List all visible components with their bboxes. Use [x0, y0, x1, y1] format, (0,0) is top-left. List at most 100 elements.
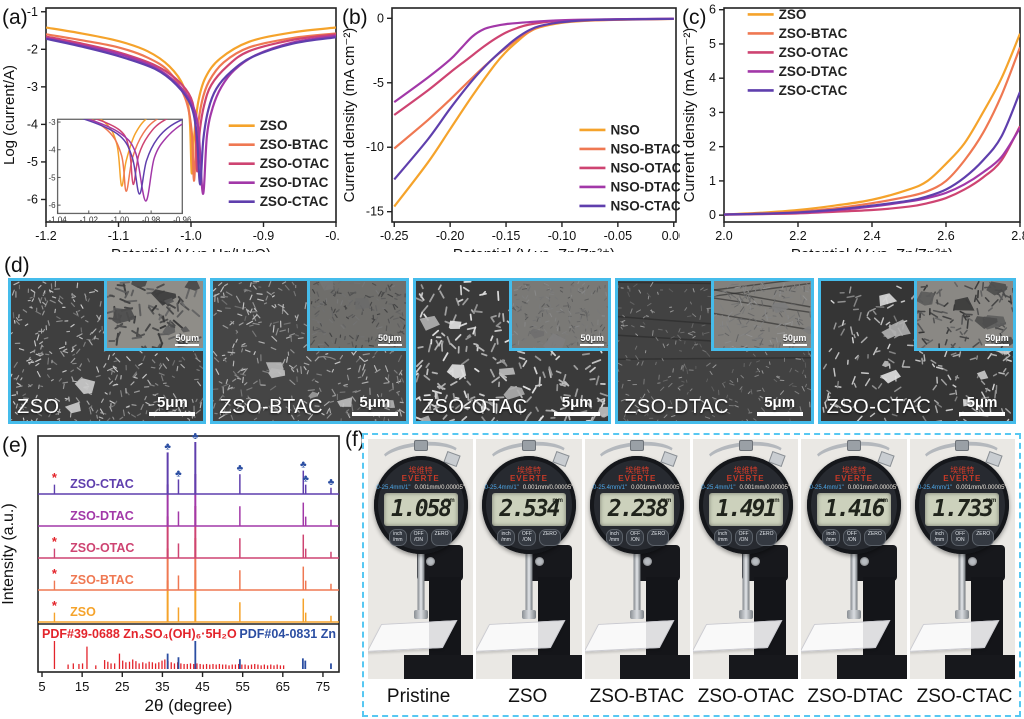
svg-text:ZSO-BTAC: ZSO-BTAC [260, 137, 329, 152]
panel-d-sem-section: (d) 50μm ZSO 5μm 50μm ZSO-BTAC 5μm 50μm … [0, 252, 1024, 428]
resolution-spec: 0.001mm/0.00005" [631, 484, 682, 491]
panel-e-xrd-chart: 5 15 25 35 45 55 65 75 2θ (degree) Intensity (a.u… [0, 431, 340, 715]
svg-text:(c): (c) [682, 6, 707, 29]
gauge-head: 埃维特 EVERTE 0-25.4mm/1" 0.001mm/0.00005" 2… [481, 456, 576, 554]
svg-text:(a): (a) [2, 6, 28, 29]
reading-unit: mm [552, 497, 563, 504]
gauge-button: inch /mm [822, 528, 840, 547]
svg-text:2θ (degree): 2θ (degree) [145, 696, 233, 715]
sem-inset-texture [916, 281, 1014, 349]
svg-text:-0.05: -0.05 [604, 229, 633, 243]
sample-label: Pristine [386, 686, 451, 707]
svg-text:2.8: 2.8 [1011, 229, 1024, 243]
resolution-spec: 0.001mm/0.00005" [956, 484, 1007, 491]
svg-text:♣: ♣ [300, 460, 307, 471]
svg-text:3: 3 [709, 105, 716, 119]
brand-chinese: 埃维特 [408, 466, 433, 475]
gauge-spindle [958, 554, 966, 612]
gauge-button: OFF /ON [734, 528, 753, 547]
gauge-button: OFF /ON [842, 528, 861, 547]
range-spec: 0-25.4mm/1" [592, 484, 628, 491]
svg-text:2: 2 [709, 140, 716, 154]
sem-inset-scalebar: 50μm [580, 333, 605, 347]
gauge-head: 埃维特 EVERTE 0-25.4mm/1" 0.001mm/0.00005" 2… [590, 456, 685, 554]
svg-text:-0.96: -0.96 [173, 215, 192, 224]
gauge-buttons: inch /mm OFF /ON ZERO [930, 528, 995, 547]
gauge-button: ZERO [755, 528, 778, 547]
svg-text:-2: -2 [27, 42, 38, 56]
gauge-spindle [417, 554, 425, 612]
svg-text:Potential (V vs Hg/HgO): Potential (V vs Hg/HgO) [111, 246, 271, 252]
svg-text:PDF#39-0688 Zn₄SO₄(OH)₆·5H₂O: PDF#39-0688 Zn₄SO₄(OH)₆·5H₂O [42, 627, 237, 641]
svg-text:ZSO-OTAC: ZSO-OTAC [779, 45, 849, 60]
gauge-buttons: inch /mm OFF /ON ZERO [497, 528, 561, 547]
svg-text:-1.02: -1.02 [80, 215, 99, 224]
gauge-head: 埃维特 EVERTE 0-25.4mm/1" 0.001mm/0.00005" 1… [373, 456, 468, 554]
thickness-reading: 1.416 [824, 496, 885, 523]
range-spec: 0-25.4mm/1" [376, 484, 411, 491]
sem-inset-scalebar: 50μm [782, 333, 807, 347]
svg-text:55: 55 [235, 679, 249, 694]
svg-text:*: * [52, 598, 58, 613]
brand-chinese: 埃维特 [733, 466, 758, 475]
svg-text:5: 5 [38, 679, 45, 694]
panel-c-lsv-chart: 2.0 2.2 2.4 2.6 2.8 0 1 2 3 4 5 6 Potential (V vs. Z… [681, 3, 1024, 252]
svg-text:♣: ♣ [164, 441, 171, 452]
resolution-spec: 0.001mm/0.00005" [739, 484, 790, 491]
svg-text:(e): (e) [2, 434, 28, 457]
thickness-reading: 1.058 [391, 496, 452, 523]
svg-text:-5: -5 [27, 155, 38, 169]
svg-text:5: 5 [709, 37, 716, 51]
gauge-button: inch /mm [388, 528, 407, 547]
svg-text:-5: -5 [48, 173, 56, 182]
sem-scalebar: 5μm [351, 394, 398, 416]
brand-name: EVERTE [401, 474, 440, 483]
gauge-photo: 埃维特 EVERTE 0-25.4mm/1" 0.001mm/0.00005" 1… [801, 439, 907, 679]
svg-text:75: 75 [316, 679, 330, 694]
gauge-button: OFF /ON [951, 528, 970, 547]
sem-sample-label: ZSO-BTAC [219, 396, 324, 418]
resolution-spec: 0.001mm/0.00005" [847, 484, 899, 491]
gauge-head: 埃维特 EVERTE 0-25.4mm/1" 0.001mm/0.00005" 1… [915, 456, 1010, 554]
svg-text:45: 45 [195, 679, 209, 694]
sem-inset-scalebar: 50μm [175, 333, 200, 347]
sem-inset-image: 50μm [913, 281, 1014, 352]
svg-text:-15: -15 [366, 205, 384, 219]
lcd-display: 1.733 mm [925, 492, 1000, 526]
range-spec: 0-25.4mm/1" [917, 484, 953, 491]
svg-text:0.00: 0.00 [662, 229, 680, 243]
sem-inset-scalebar: 50μm [377, 333, 402, 347]
svg-text:-0.20: -0.20 [436, 229, 465, 243]
gauge-button: ZERO [647, 528, 670, 547]
svg-text:NSO: NSO [610, 122, 639, 137]
sample-label: ZSO [508, 686, 548, 707]
sem-inset-texture [714, 281, 811, 349]
gauge-photo: 埃维特 EVERTE 0-25.4mm/1" 0.001mm/0.00005" 1… [692, 439, 799, 679]
svg-text:ZSO-DTAC: ZSO-DTAC [70, 509, 134, 523]
svg-text:ZSO-OTAC: ZSO-OTAC [260, 156, 330, 171]
sem-scalebar: 5μm [756, 394, 803, 416]
svg-text:NSO-OTAC: NSO-OTAC [610, 160, 680, 175]
panel-d-label: (d) [4, 254, 30, 277]
brand-name: EVERTE [943, 474, 982, 483]
svg-text:♣: ♣ [175, 468, 182, 479]
brand-chinese: 埃维特 [841, 466, 866, 475]
resolution-spec: 0.001mm/0.00005" [414, 484, 465, 491]
lcd-display: 1.416 mm [816, 492, 891, 526]
thickness-reading: 1.733 [932, 496, 994, 523]
gauge-spindle [525, 554, 533, 612]
sem-sample-label: ZSO-DTAC [624, 396, 729, 418]
lcd-display: 2.534 mm [491, 492, 566, 526]
svg-text:25: 25 [115, 679, 129, 694]
svg-text:♣: ♣ [302, 474, 309, 485]
gauge-buttons: inch /mm OFF /ON ZERO [388, 528, 453, 547]
thickness-reading: 1.491 [716, 496, 777, 523]
svg-text:Intensity (a.u.): Intensity (a.u.) [0, 503, 17, 604]
svg-text:ZSO-OTAC: ZSO-OTAC [70, 541, 134, 555]
sem-sample-label: ZSO-CTAC [826, 396, 932, 418]
gauge-button: inch /mm [713, 528, 732, 547]
sem-inset-texture [107, 281, 204, 349]
svg-text:-0.10: -0.10 [548, 229, 577, 243]
svg-text:-3: -3 [27, 80, 38, 94]
lcd-display: 1.058 mm [383, 492, 458, 526]
